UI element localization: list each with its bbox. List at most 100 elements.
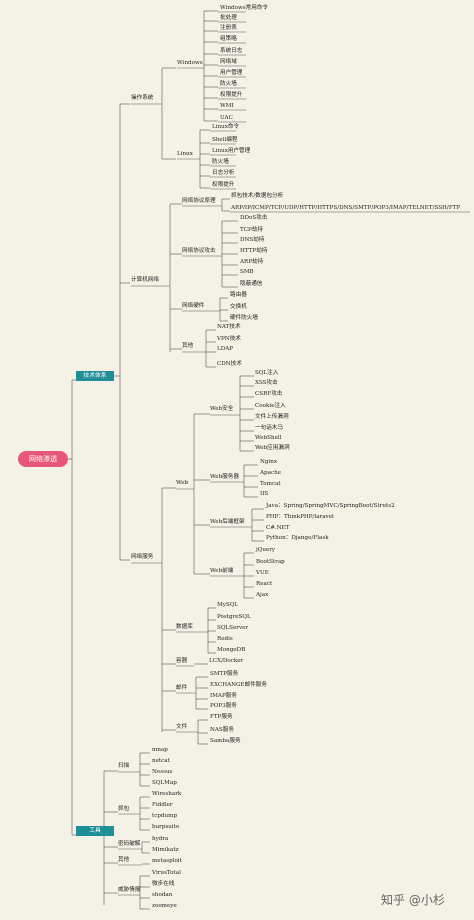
database-item[interactable]: PostgreSQL bbox=[217, 614, 251, 620]
web-servers-item[interactable]: IIS bbox=[260, 491, 269, 497]
attacks-item[interactable]: HTTP劫持 bbox=[240, 248, 268, 254]
capture-label[interactable]: 抓包 bbox=[118, 806, 130, 812]
hardware-item[interactable]: 交换机 bbox=[230, 304, 247, 310]
intel-item[interactable]: shodan bbox=[152, 892, 173, 898]
hardware-item[interactable]: 路由器 bbox=[230, 292, 247, 298]
web-security-item[interactable]: 文件上传漏洞 bbox=[255, 414, 289, 420]
web-frontend-item[interactable]: React bbox=[256, 581, 273, 587]
windows-item[interactable]: 批处理 bbox=[220, 15, 237, 21]
web-security-item[interactable]: SQL注入 bbox=[255, 370, 279, 376]
category-tech[interactable]: 技术体系 bbox=[76, 371, 114, 381]
crack-item[interactable]: hydra bbox=[152, 836, 169, 842]
hardware-label[interactable]: 网络硬件 bbox=[182, 303, 205, 309]
web-label[interactable]: Web bbox=[176, 480, 189, 486]
mail-item[interactable]: IMAP服务 bbox=[210, 693, 237, 699]
linux-item[interactable]: Shell编程 bbox=[212, 137, 238, 143]
windows-item[interactable]: WMI bbox=[220, 103, 234, 109]
attacks-item[interactable]: DDoS攻击 bbox=[240, 215, 268, 221]
file-item[interactable]: FTP服务 bbox=[210, 714, 233, 720]
linux-item[interactable]: 日志分析 bbox=[212, 170, 235, 176]
web-frontend-item[interactable]: VUE bbox=[256, 570, 269, 576]
capture-item[interactable]: Fiddler bbox=[152, 802, 173, 808]
database-item[interactable]: MongoDB bbox=[217, 647, 246, 653]
database-item[interactable]: MySQL bbox=[217, 602, 239, 608]
scan-item[interactable]: nmap bbox=[152, 747, 168, 753]
windows-item[interactable]: 注册表 bbox=[220, 25, 237, 31]
web-security-item[interactable]: CSRF攻击 bbox=[255, 391, 283, 397]
net-other-label[interactable]: 其他 bbox=[182, 343, 194, 349]
windows-label[interactable]: Windows bbox=[177, 60, 203, 66]
services-label[interactable]: 网络服务 bbox=[131, 554, 154, 560]
tools-other-item[interactable]: metasploit bbox=[152, 858, 182, 864]
web-backend-item[interactable]: PHP：ThinkPHP/laravel bbox=[266, 514, 334, 520]
web-backend-item[interactable]: Python：Django/Flask bbox=[266, 535, 329, 541]
net-other-item[interactable]: NAT技术 bbox=[217, 324, 241, 330]
web-backend-item[interactable]: C#.NET bbox=[266, 525, 290, 531]
capture-item[interactable]: burpsuite bbox=[152, 824, 180, 830]
web-security-item[interactable]: 一句话木马 bbox=[255, 425, 283, 431]
hardware-item[interactable]: 硬件防火墙 bbox=[230, 315, 258, 321]
web-servers-item[interactable]: Apache bbox=[260, 470, 282, 476]
attacks-label[interactable]: 网络协议攻击 bbox=[182, 248, 216, 254]
os-label[interactable]: 操作系统 bbox=[131, 95, 154, 101]
tools-other-label[interactable]: 其他 bbox=[118, 857, 130, 863]
database-label[interactable]: 数据库 bbox=[176, 624, 193, 630]
principles-item[interactable]: 抓包技术/数据包分析 bbox=[231, 193, 284, 199]
root-node[interactable]: 网络渗透 bbox=[18, 451, 68, 467]
scan-item[interactable]: netcat bbox=[152, 758, 170, 764]
web-frontend-label[interactable]: Web前端 bbox=[210, 568, 234, 574]
intel-label[interactable]: 威胁情报 bbox=[118, 887, 141, 893]
windows-item[interactable]: Windows常用命令 bbox=[220, 5, 269, 11]
file-item[interactable]: NAS服务 bbox=[210, 727, 234, 733]
attacks-item[interactable]: ARP劫持 bbox=[240, 259, 264, 265]
file-item[interactable]: Samba服务 bbox=[210, 738, 241, 744]
windows-item[interactable]: UAC bbox=[220, 115, 233, 121]
linux-item[interactable]: Linux命令 bbox=[212, 124, 240, 130]
web-backend-item[interactable]: Java：Spring/SpringMVC/SpringBoot/Struts2 bbox=[266, 503, 395, 509]
capture-item[interactable]: tcpdump bbox=[152, 813, 178, 819]
container-item[interactable]: LCX/Docker bbox=[209, 658, 244, 664]
mail-label[interactable]: 邮件 bbox=[176, 685, 188, 691]
mail-item[interactable]: EXCHANGE邮件服务 bbox=[210, 682, 267, 688]
attacks-item[interactable]: DNS劫持 bbox=[240, 237, 265, 243]
network-label[interactable]: 计算机网络 bbox=[131, 277, 159, 283]
web-security-item[interactable]: WebShell bbox=[255, 435, 282, 441]
database-item[interactable]: Redis bbox=[217, 636, 233, 642]
principles-item[interactable]: ARP/IP/ICMP/TCP/UDP/HTTP/HTTPS/DNS/SMTP/… bbox=[231, 205, 461, 211]
windows-item[interactable]: 用户管理 bbox=[220, 70, 243, 76]
attacks-item[interactable]: SMB bbox=[240, 269, 254, 275]
linux-label[interactable]: Linux bbox=[177, 151, 193, 157]
database-item[interactable]: SQLServer bbox=[217, 625, 249, 631]
web-security-label[interactable]: Web安全 bbox=[210, 406, 234, 412]
mail-item[interactable]: SMTP服务 bbox=[210, 671, 239, 677]
windows-item[interactable]: 权限提升 bbox=[220, 92, 243, 98]
linux-item[interactable]: 防火墙 bbox=[212, 159, 229, 165]
scan-label[interactable]: 扫描 bbox=[118, 763, 130, 769]
web-security-item[interactable]: Cookie注入 bbox=[255, 403, 286, 409]
crack-item[interactable]: Mimikatz bbox=[152, 847, 179, 853]
net-other-item[interactable]: CDN技术 bbox=[217, 361, 242, 367]
intel-item[interactable]: 微步在线 bbox=[152, 881, 175, 887]
web-servers-label[interactable]: Web服务器 bbox=[210, 474, 239, 480]
principles-label[interactable]: 网络协议原理 bbox=[182, 198, 216, 204]
container-label[interactable]: 容器 bbox=[176, 658, 188, 664]
web-servers-item[interactable]: Tomcat bbox=[260, 481, 281, 487]
mail-item[interactable]: POP3服务 bbox=[210, 703, 237, 709]
scan-item[interactable]: Nessus bbox=[152, 769, 173, 775]
category-tools[interactable]: 工具 bbox=[76, 826, 114, 836]
capture-item[interactable]: Wireshark bbox=[152, 791, 182, 797]
windows-item[interactable]: 网络域 bbox=[220, 59, 237, 65]
web-frontend-item[interactable]: Ajax bbox=[256, 592, 269, 598]
windows-item[interactable]: 防火墙 bbox=[220, 81, 237, 87]
web-frontend-item[interactable]: jQuery bbox=[256, 547, 276, 553]
linux-item[interactable]: Linux用户管理 bbox=[212, 148, 251, 154]
linux-item[interactable]: 权限提升 bbox=[212, 182, 235, 188]
net-other-item[interactable]: LDAP bbox=[217, 346, 234, 352]
web-frontend-item[interactable]: BootStrap bbox=[256, 559, 285, 565]
web-security-item[interactable]: XSS攻击 bbox=[255, 380, 278, 386]
file-label[interactable]: 文件 bbox=[176, 724, 188, 730]
windows-item[interactable]: 系统日志 bbox=[220, 48, 243, 54]
web-backend-label[interactable]: Web后端框架 bbox=[210, 519, 245, 525]
net-other-item[interactable]: VPN技术 bbox=[217, 336, 241, 342]
attacks-item[interactable]: TCP劫持 bbox=[240, 227, 263, 233]
